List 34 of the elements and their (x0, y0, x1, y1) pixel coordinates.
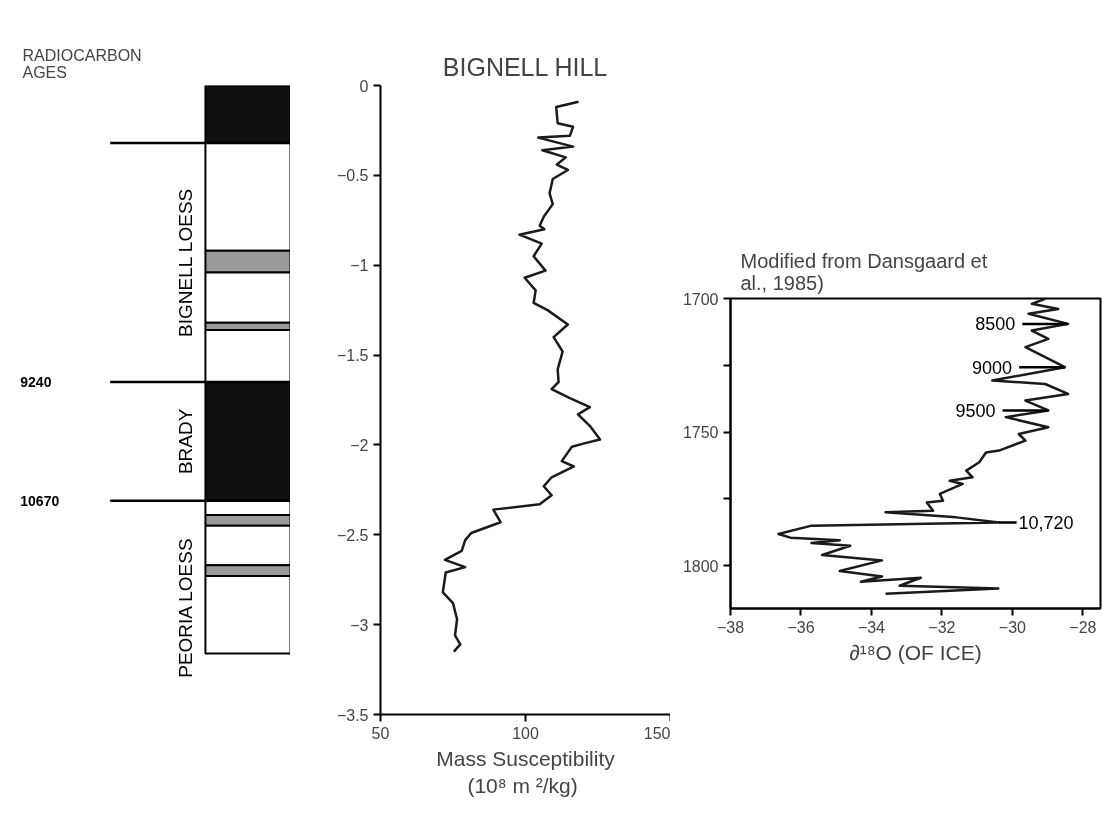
y-tick-label: −3 (350, 616, 369, 634)
annotation: PEORIA LOESS (174, 538, 196, 678)
annotation: BIGNELL LOESS (174, 188, 196, 337)
x-tick-label: −28 (1069, 618, 1097, 636)
x-axis-title: ∂¹⁸O (OF ICE) (849, 640, 982, 664)
x-tick-label: 100 (512, 724, 539, 742)
x-tick-label: 150 (643, 724, 671, 742)
annotation: 10,720 (1018, 512, 1074, 533)
y-tick-label: 0 (359, 77, 369, 95)
text: 10670 (20, 492, 60, 509)
chart-title: BIGNELL HILL (442, 52, 608, 81)
annotation: 9000 (972, 357, 1013, 378)
x-tick-label: −32 (928, 618, 956, 636)
chart-title: RADIOCARBON AGES (22, 46, 142, 81)
y-tick-label: −2.5 (336, 526, 369, 544)
y-tick-label: −1 (350, 257, 369, 275)
x-tick-label: −38 (716, 618, 745, 636)
y-tick-label: −3.5 (336, 706, 369, 724)
x-tick-label: −36 (787, 618, 815, 636)
x-axis-title: Mass Susceptibility (10⁸ m ²/kg) (436, 746, 616, 798)
y-tick-label: −1.5 (336, 347, 369, 365)
y-tick-label: 1700 (682, 290, 719, 308)
annotation: 8500 (975, 314, 1016, 335)
text: 9240 (20, 374, 52, 391)
x-tick-label: −34 (857, 618, 886, 636)
x-tick-label: 50 (371, 724, 390, 742)
annotation: 9500 (955, 400, 996, 421)
y-tick-label: 1800 (682, 557, 719, 575)
chart-title: Modified from Dansgaard et al., 1985) (740, 249, 988, 294)
y-tick-label: −0.5 (336, 167, 369, 185)
y-tick-label: −2 (350, 436, 369, 454)
x-tick-label: −30 (998, 618, 1027, 636)
y-tick-label: 1750 (682, 424, 719, 442)
annotation: BRADY (174, 408, 196, 475)
